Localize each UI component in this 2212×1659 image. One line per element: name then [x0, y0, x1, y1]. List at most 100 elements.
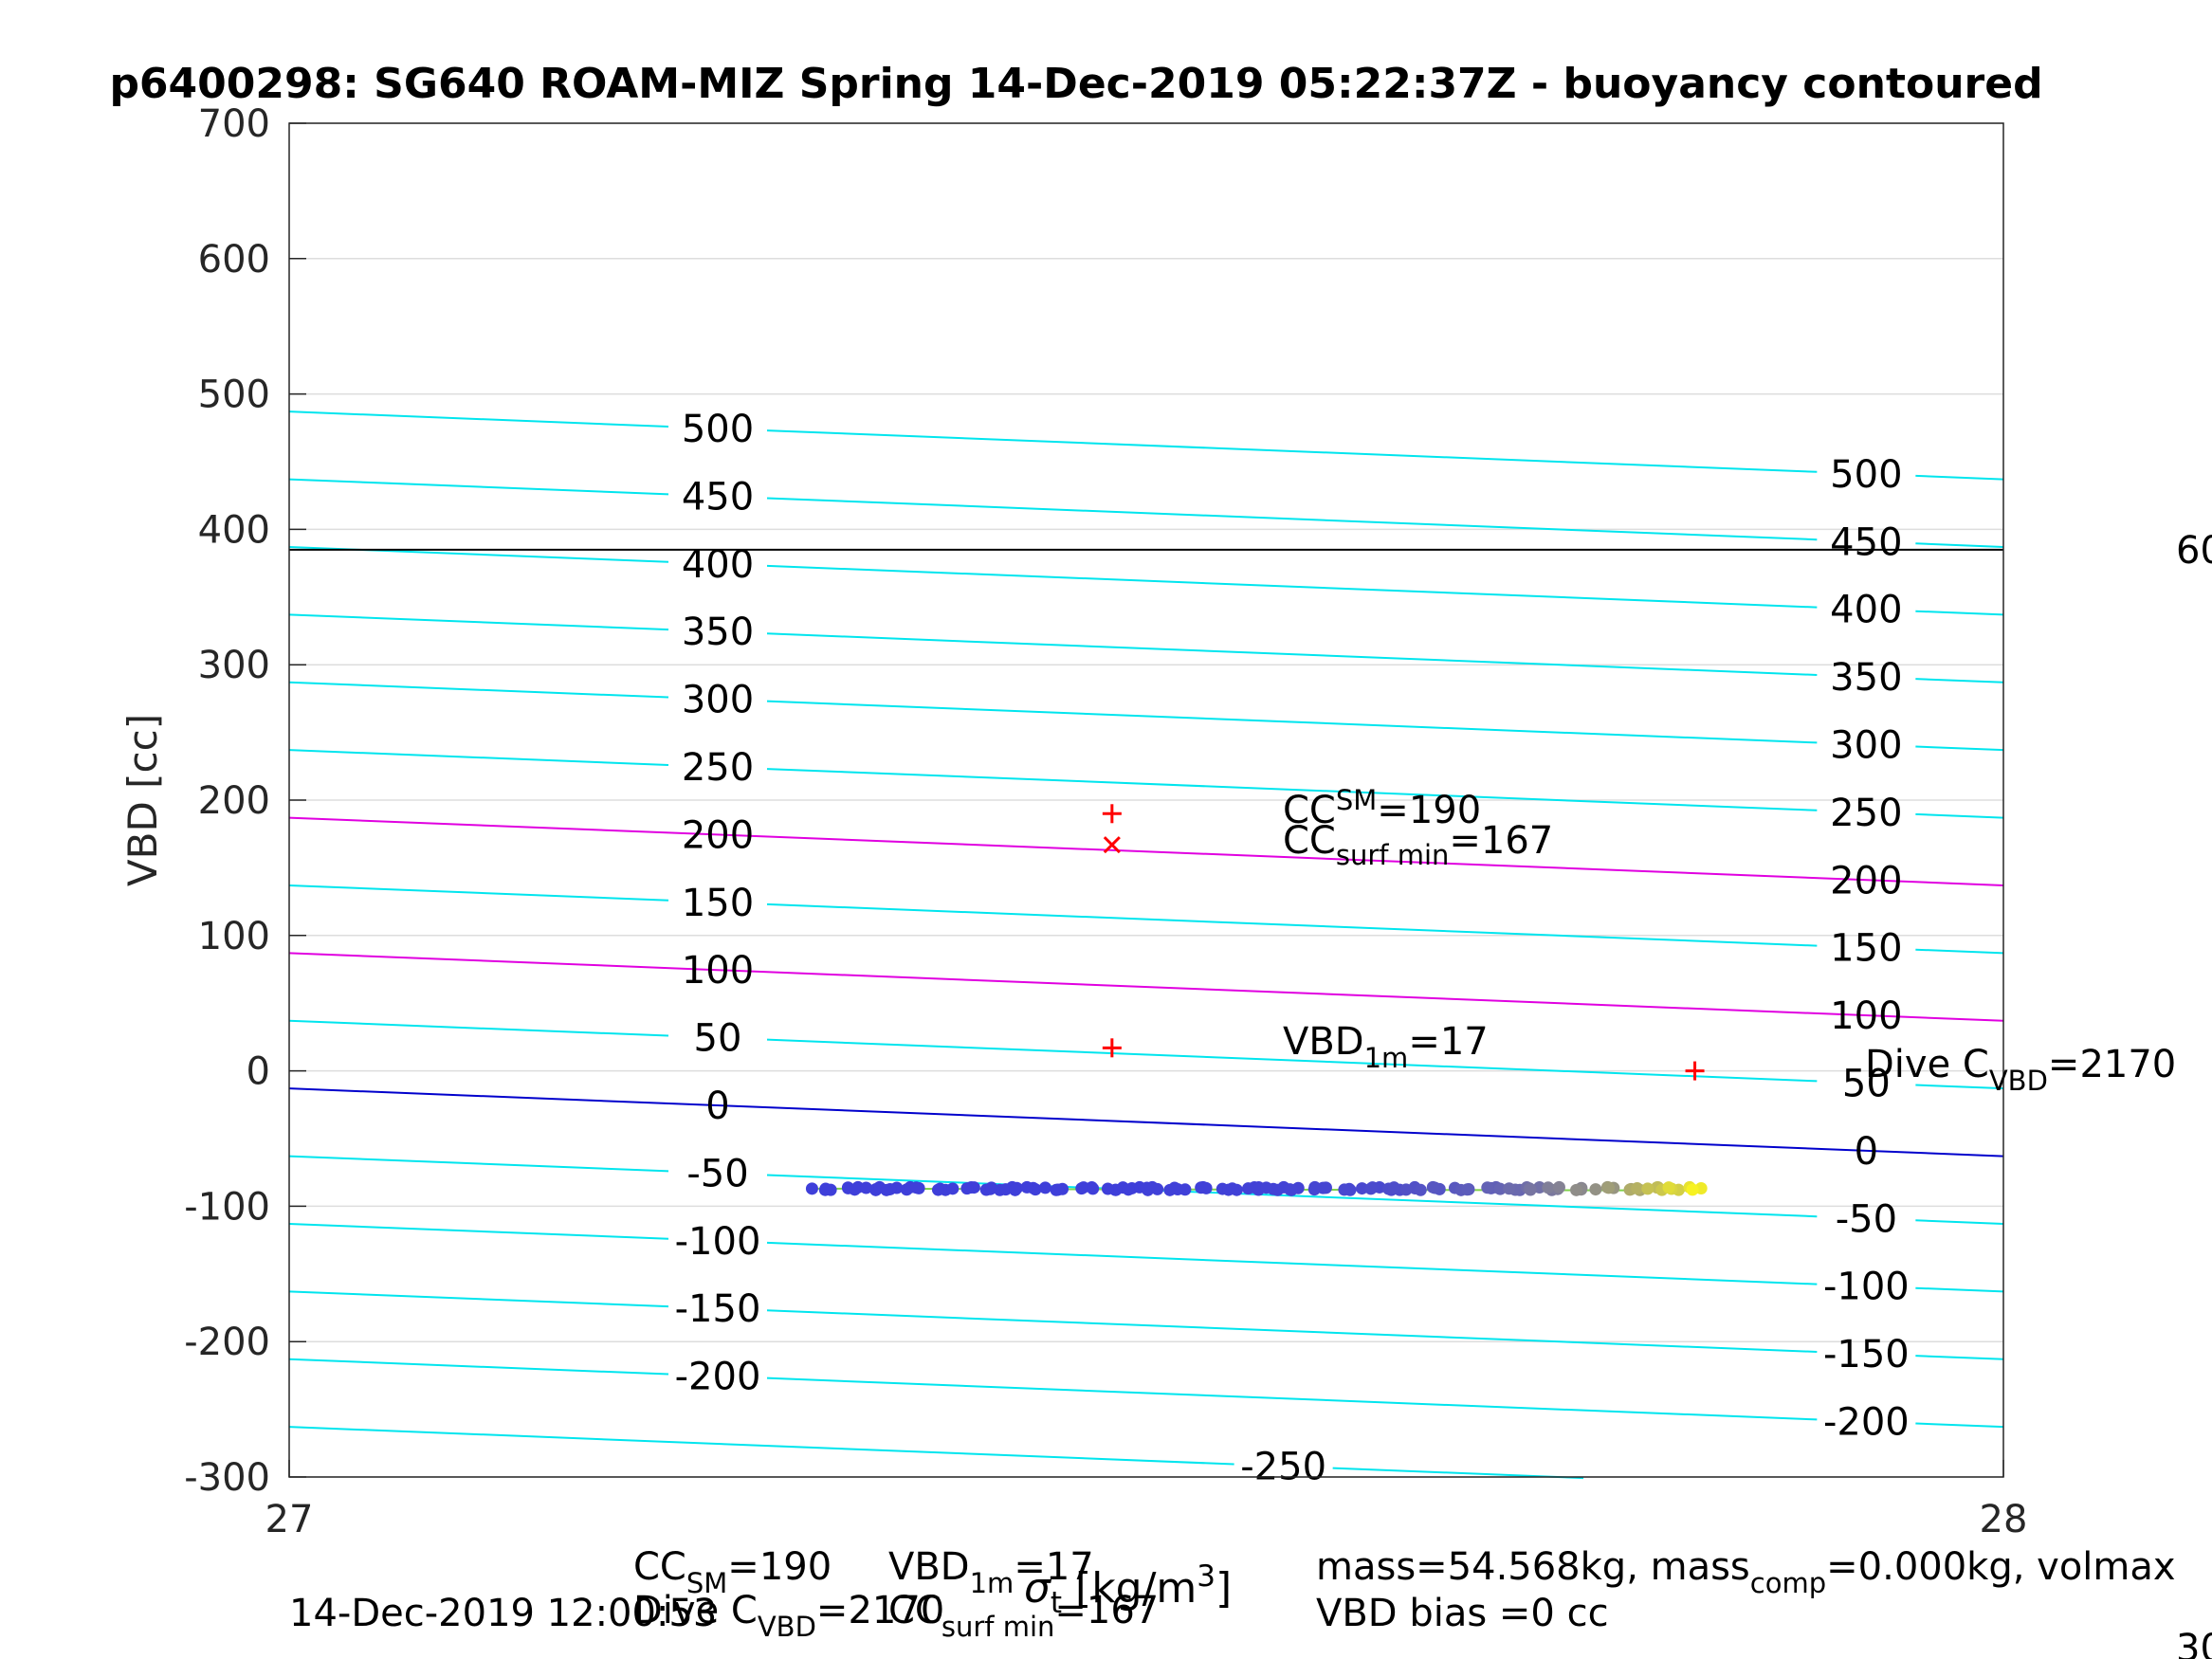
observation-point	[1414, 1183, 1427, 1196]
observation-point	[1122, 1183, 1135, 1196]
contour-label: 250	[682, 746, 754, 790]
contour-label: -100	[1823, 1266, 1910, 1309]
contour-label: 200	[682, 813, 754, 857]
contour-label: 500	[1830, 453, 1902, 497]
observation-point	[1461, 1183, 1474, 1196]
footer-cc-surf-min: CCsurf min=167	[888, 1589, 1159, 1643]
contour-line-segment	[766, 497, 1818, 541]
y-tick-label: 200	[198, 779, 270, 823]
marker-plus	[1102, 1038, 1122, 1058]
contour-line-segment	[288, 952, 2004, 1022]
footer-mass: mass=54.568kg, masscomp=0.000kg, volmax	[1316, 1545, 2176, 1599]
observation-point	[1226, 1182, 1239, 1195]
contour-line-segment	[766, 564, 1818, 609]
annotation-cc-sm: CCSM=190	[1283, 784, 1481, 832]
contour-label: -200	[1823, 1400, 1910, 1444]
contour-line-segment	[288, 1358, 669, 1376]
footer-timestamp: 14-Dec-2019 12:00:53	[289, 1592, 717, 1635]
contour-line-segment	[766, 1038, 1818, 1083]
contour-line-segment	[1915, 1084, 2004, 1090]
contour-line-segment	[1915, 1355, 2004, 1360]
chart-title: p6400298: SG640 ROAM-MIZ Spring 14-Dec-2…	[109, 60, 2042, 108]
contour-line-segment	[288, 1087, 2004, 1158]
observation-point	[1552, 1180, 1565, 1194]
contour-label: 100	[1830, 994, 1902, 1038]
observation-point	[1641, 1182, 1654, 1195]
observation-point	[1686, 1183, 1699, 1196]
contour-label: 400	[1830, 589, 1902, 632]
footer: σt [kg/m3] CCSM=190 VBD1m=17 14-Dec-2019…	[289, 1545, 2212, 1659]
contour-line-segment	[288, 1290, 669, 1308]
contour-line-segment	[288, 478, 669, 496]
observation-point	[1524, 1183, 1537, 1196]
contour-label: 0	[705, 1085, 729, 1128]
contour-line-segment	[1915, 812, 2004, 819]
contour-line-segment	[288, 1155, 669, 1173]
contour-label: 0	[1855, 1130, 1878, 1174]
observation-point	[999, 1183, 1013, 1196]
observation-series	[805, 1180, 1708, 1196]
observation-point	[1195, 1181, 1208, 1194]
contour-label: 150	[1830, 927, 1902, 971]
observation-point	[1589, 1183, 1602, 1196]
grid-lines	[289, 122, 2003, 1478]
observation-point	[1570, 1183, 1583, 1196]
contour-label: -100	[675, 1220, 761, 1264]
contour-label: -50	[686, 1152, 748, 1195]
contour-labels: -250 -200 -200 -150 -150 -100 -100 -50 -50 0 0 50 50…	[675, 408, 1910, 1489]
observation-point	[805, 1182, 818, 1195]
y-tick-label: 700	[198, 102, 270, 146]
observation-point	[848, 1183, 861, 1196]
observation-point	[1145, 1180, 1159, 1194]
observation-point	[1051, 1183, 1065, 1196]
contour-label: -250	[1240, 1446, 1326, 1489]
contour-line-segment	[1915, 1422, 2004, 1429]
observation-point	[946, 1182, 960, 1195]
observation-point	[1285, 1183, 1298, 1196]
contour-line-segment	[288, 1019, 669, 1037]
contour-label: -150	[675, 1287, 761, 1331]
marker-stroke	[1103, 836, 1121, 854]
observation-point	[1038, 1181, 1051, 1194]
observation-point	[1101, 1182, 1114, 1195]
contour-line-segment	[288, 681, 669, 699]
observation-point	[1542, 1181, 1555, 1194]
x-tick-label: 27	[265, 1498, 314, 1541]
observation-point	[960, 1182, 974, 1195]
annotation-vbd-1m: VBD1m=17	[1283, 1020, 1489, 1074]
contour-label: -200	[675, 1356, 761, 1399]
footer-right-clip: 30	[2176, 1627, 2212, 1659]
contour-line-segment	[288, 749, 669, 766]
observation-point	[1493, 1182, 1507, 1195]
contour-label: -150	[1823, 1333, 1910, 1376]
observation-point	[985, 1181, 998, 1194]
observation-point	[931, 1183, 944, 1196]
y-tick-label: 300	[198, 644, 270, 687]
contour-line-segment	[288, 613, 669, 631]
y-tick-label: 100	[198, 915, 270, 958]
y-tick-label: -100	[184, 1185, 270, 1229]
contour-line-segment	[766, 700, 1818, 744]
contour-label: 150	[682, 882, 754, 925]
observation-point	[1241, 1182, 1254, 1195]
contour-line-segment	[288, 1222, 669, 1240]
contour-line-segment	[1915, 678, 2004, 684]
y-axis-label: VBD [cc]	[119, 714, 166, 886]
contour-line-segment	[288, 816, 2004, 886]
contour-label: 300	[1830, 723, 1902, 767]
contour-line-segment	[766, 768, 1818, 811]
contour-label: 350	[1830, 656, 1902, 700]
contour-line-segment	[1915, 1219, 2004, 1225]
observation-point	[1087, 1182, 1100, 1195]
y-tick-label: 400	[198, 508, 270, 552]
y-tick-label: -200	[184, 1321, 270, 1364]
observation-point	[1356, 1182, 1369, 1195]
footer-dive-c-vbd: Dive CVBD=2170	[633, 1589, 944, 1643]
observation-point	[1481, 1181, 1494, 1194]
footer-x-label: σt [kg/m3]	[1024, 1559, 1232, 1620]
annotation-dive-c-vbd: Dive CVBD=2170	[1865, 1043, 2176, 1097]
observation-point	[1338, 1183, 1351, 1196]
contour-label: 300	[682, 679, 754, 722]
contour-line-segment	[1915, 474, 2004, 481]
